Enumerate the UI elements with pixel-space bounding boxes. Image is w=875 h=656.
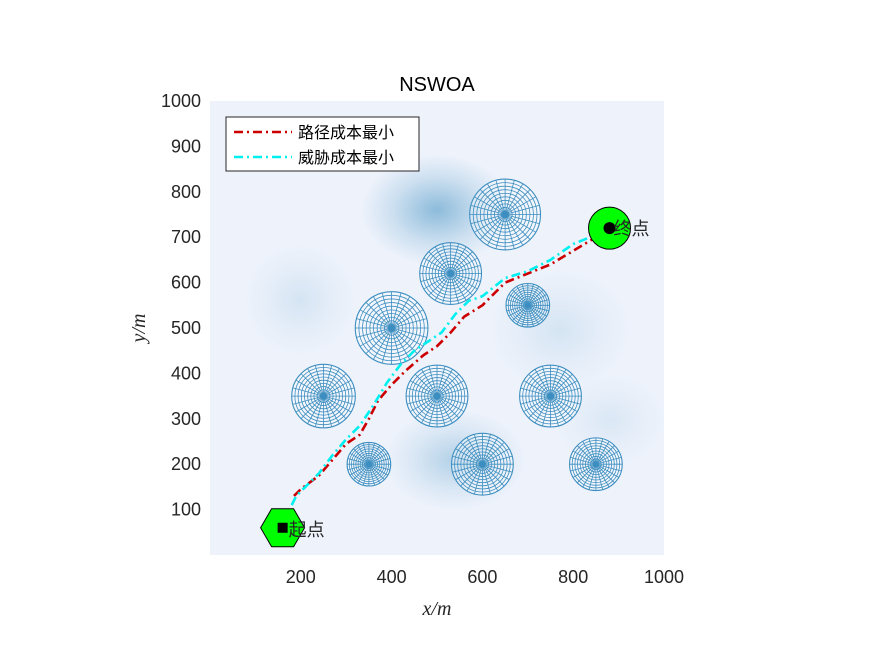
x-tick-label: 1000 [644, 567, 684, 587]
y-tick-label: 900 [171, 136, 201, 156]
legend-label-threat: 威胁成本最小 [298, 148, 394, 167]
threat-sphere [450, 432, 514, 496]
threat-sphere [291, 363, 356, 429]
legend-label-path: 路径成本最小 [298, 123, 394, 142]
x-axis-label: x/m [422, 598, 452, 620]
threat-zones [291, 178, 623, 496]
y-tick-label: 1000 [161, 91, 201, 111]
x-tick-label: 400 [377, 567, 407, 587]
legend: 路径成本最小 威胁成本最小 [225, 116, 420, 172]
x-tick-label: 200 [286, 567, 316, 587]
legend-box [225, 116, 420, 172]
start-square [277, 522, 288, 533]
threat-sphere [354, 291, 429, 365]
y-tick-label: 600 [171, 273, 201, 293]
threat-sphere [519, 364, 582, 428]
threat-sphere [505, 282, 551, 328]
y-tick-label: 700 [171, 227, 201, 247]
threat-sphere [419, 242, 483, 305]
threat-sphere [346, 441, 392, 487]
threat-sphere [405, 364, 469, 428]
x-tick-label: 800 [558, 567, 588, 587]
y-tick-label: 300 [171, 409, 201, 429]
y-tick-label: 500 [171, 318, 201, 338]
path-lines [290, 226, 611, 506]
y-axis-label: y/m [128, 314, 150, 345]
x-tick-label: 600 [467, 567, 497, 587]
y-tick-label: 200 [171, 454, 201, 474]
chart-title: NSWOA [399, 74, 475, 96]
threat-sphere [569, 437, 623, 492]
threat-sphere [469, 178, 542, 251]
y-tick-label: 400 [171, 363, 201, 383]
start-label: 起点 [289, 520, 325, 541]
start-end-markers: 起点 终点 [260, 206, 650, 548]
y-tick-label: 800 [171, 182, 201, 202]
x-axis-ticks: 200 400 600 800 1000 [286, 567, 684, 587]
y-tick-label: 100 [171, 500, 201, 520]
end-label: 终点 [614, 219, 650, 240]
path-cost-line [293, 227, 611, 497]
end-dot [603, 222, 616, 235]
y-axis-ticks: 100 200 300 400 500 600 700 800 900 1000 [161, 91, 201, 520]
